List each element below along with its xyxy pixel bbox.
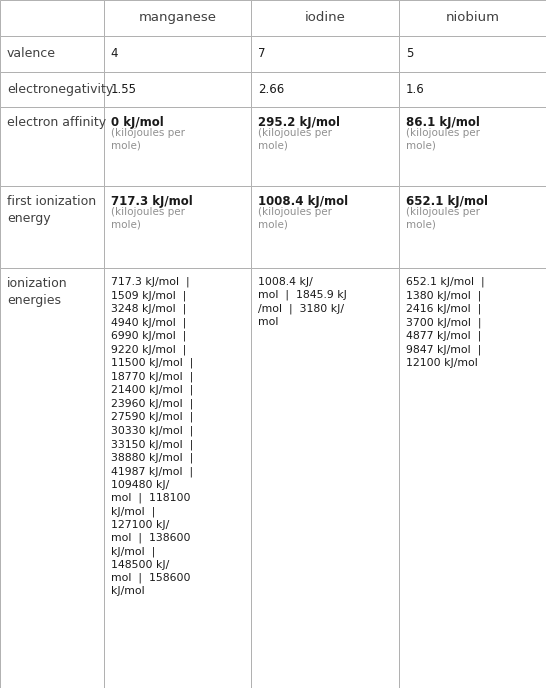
Text: 717.3 kJ/mol: 717.3 kJ/mol <box>111 195 193 208</box>
Text: (kilojoules per
mole): (kilojoules per mole) <box>406 128 480 151</box>
Text: 2.66: 2.66 <box>258 83 284 96</box>
Bar <box>399 107 546 186</box>
Text: niobium: niobium <box>446 12 499 24</box>
Bar <box>104 107 251 186</box>
Bar <box>0 0 104 36</box>
Bar <box>104 268 251 688</box>
Text: ionization
energies: ionization energies <box>7 277 68 307</box>
Bar <box>399 72 546 107</box>
Bar <box>251 0 399 36</box>
Text: 1008.4 kJ/
mol  |  1845.9 kJ
/mol  |  3180 kJ/
mol: 1008.4 kJ/ mol | 1845.9 kJ /mol | 3180 k… <box>258 277 347 327</box>
Bar <box>399 268 546 688</box>
Bar <box>0 268 104 688</box>
Text: (kilojoules per
mole): (kilojoules per mole) <box>258 128 333 151</box>
Bar <box>0 36 104 72</box>
Text: 652.1 kJ/mol: 652.1 kJ/mol <box>406 195 488 208</box>
Text: 295.2 kJ/mol: 295.2 kJ/mol <box>258 116 340 129</box>
Text: 7: 7 <box>258 47 266 60</box>
Text: 5: 5 <box>406 47 413 60</box>
Bar <box>104 72 251 107</box>
Bar <box>251 268 399 688</box>
Bar <box>399 36 546 72</box>
Text: manganese: manganese <box>139 12 216 24</box>
Bar <box>0 186 104 268</box>
Text: 1008.4 kJ/mol: 1008.4 kJ/mol <box>258 195 348 208</box>
Bar <box>251 36 399 72</box>
Text: valence: valence <box>7 47 56 60</box>
Text: electronegativity: electronegativity <box>7 83 114 96</box>
Bar <box>399 0 546 36</box>
Text: (kilojoules per
mole): (kilojoules per mole) <box>406 207 480 230</box>
Bar <box>104 0 251 36</box>
Bar <box>104 186 251 268</box>
Bar <box>251 107 399 186</box>
Bar <box>251 72 399 107</box>
Bar <box>251 186 399 268</box>
Text: 1.55: 1.55 <box>111 83 137 96</box>
Text: (kilojoules per
mole): (kilojoules per mole) <box>111 128 185 151</box>
Bar <box>399 186 546 268</box>
Text: electron affinity: electron affinity <box>7 116 106 129</box>
Text: first ionization
energy: first ionization energy <box>7 195 96 226</box>
Text: 4: 4 <box>111 47 118 60</box>
Text: 1.6: 1.6 <box>406 83 424 96</box>
Text: 0 kJ/mol: 0 kJ/mol <box>111 116 164 129</box>
Text: 86.1 kJ/mol: 86.1 kJ/mol <box>406 116 479 129</box>
Bar <box>0 107 104 186</box>
Text: iodine: iodine <box>305 12 345 24</box>
Text: 717.3 kJ/mol  |
1509 kJ/mol  |
3248 kJ/mol  |
4940 kJ/mol  |
6990 kJ/mol  |
9220: 717.3 kJ/mol | 1509 kJ/mol | 3248 kJ/mol… <box>111 277 193 596</box>
Text: (kilojoules per
mole): (kilojoules per mole) <box>258 207 333 230</box>
Text: (kilojoules per
mole): (kilojoules per mole) <box>111 207 185 230</box>
Bar <box>104 36 251 72</box>
Text: 652.1 kJ/mol  |
1380 kJ/mol  |
2416 kJ/mol  |
3700 kJ/mol  |
4877 kJ/mol  |
9847: 652.1 kJ/mol | 1380 kJ/mol | 2416 kJ/mol… <box>406 277 484 368</box>
Bar <box>0 72 104 107</box>
